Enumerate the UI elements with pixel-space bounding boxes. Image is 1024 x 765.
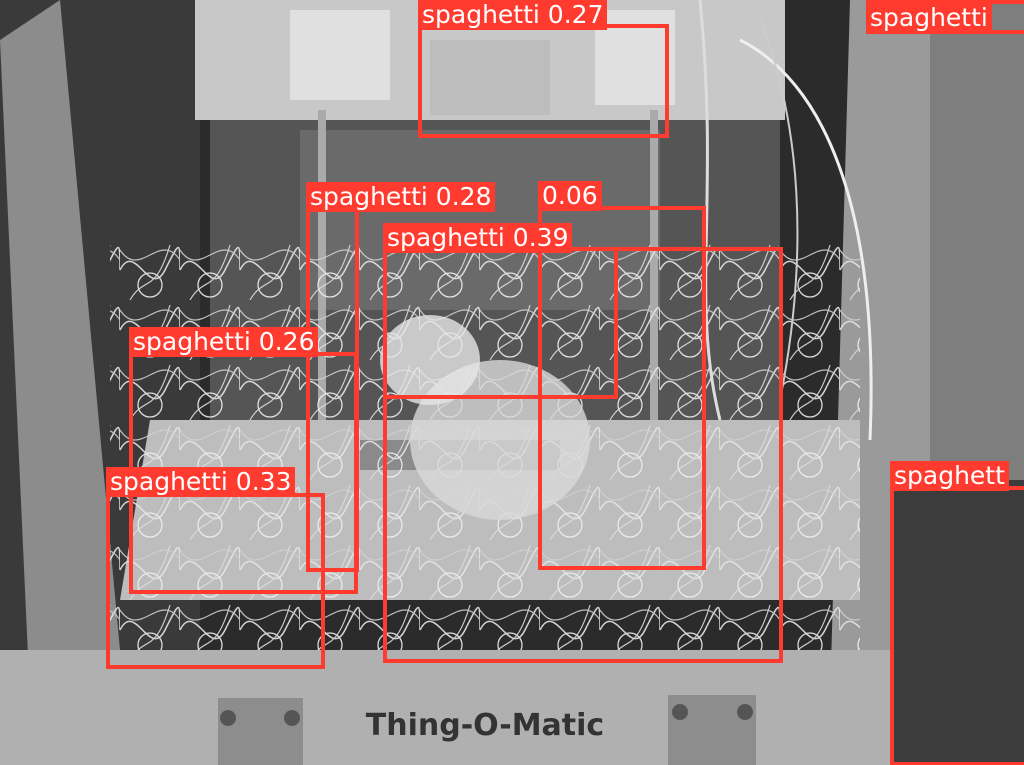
detection-label: 0.06 xyxy=(538,181,602,211)
detection-label: spaghetti 0.39 xyxy=(383,223,573,253)
detection-label: spaghetti 0.26 xyxy=(129,327,319,357)
detection-label: spaghetti 0.33 xyxy=(106,467,296,497)
detection-label: spaghetti 0.27 xyxy=(418,0,608,30)
detection-label: spaghett xyxy=(890,461,1009,491)
detection-label: spaghetti 0.28 xyxy=(306,182,496,212)
detection-label: spaghetti xyxy=(866,3,992,33)
printer-brand-text: Thing-O-Matic xyxy=(366,708,604,743)
